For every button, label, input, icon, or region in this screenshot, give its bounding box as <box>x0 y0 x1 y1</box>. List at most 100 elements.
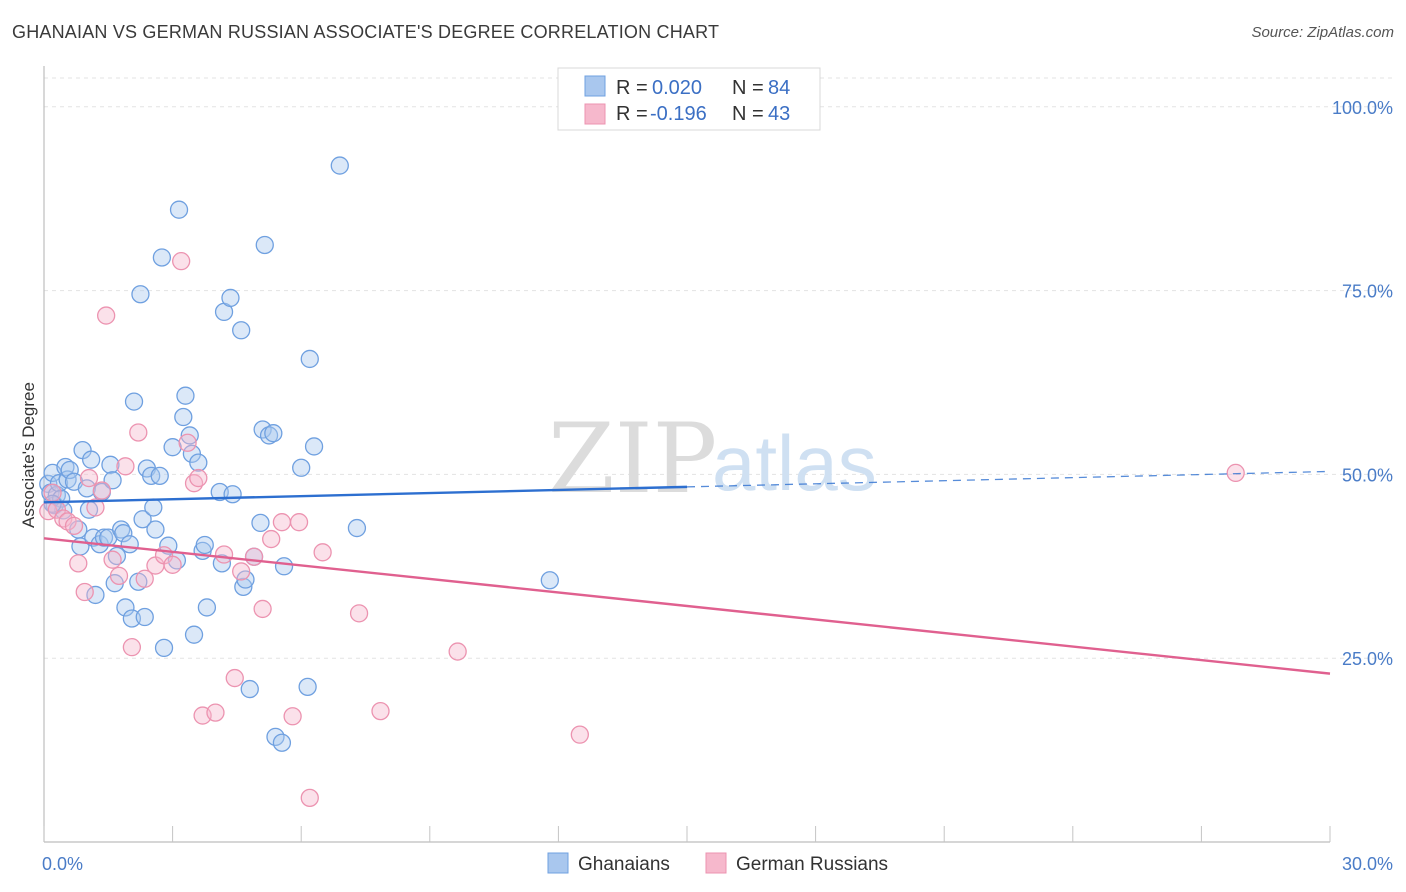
german-russian-point <box>69 554 88 573</box>
legend-n-value: 84 <box>768 77 790 99</box>
german-russian-point <box>109 566 129 585</box>
ghanaian-point <box>195 535 214 555</box>
bottom-legend-swatch-ghanaians <box>547 852 569 874</box>
bottom-legend-label-german-russians: German Russians <box>736 854 888 875</box>
german-russian-point <box>262 529 281 549</box>
ghanaian-point <box>86 585 105 605</box>
ghanaian-point <box>189 453 208 472</box>
y-tick-labels: 25.0% 50.0% 75.0% 100.0% <box>1332 98 1393 669</box>
watermark-atlas: atlas <box>712 419 877 507</box>
ghanaian-point <box>84 528 103 547</box>
ghanaian-trend-extension <box>686 470 1331 488</box>
german-russian-point <box>79 468 99 488</box>
watermark: ZIP atlas <box>548 403 877 515</box>
german-russian-point <box>371 701 390 721</box>
ghanaian-point <box>272 733 292 752</box>
german-russian-point <box>206 703 225 722</box>
correlation-legend: R = 0.020 N = 84 R = -0.196 N = 43 <box>557 67 821 131</box>
ghanaian-point <box>234 577 253 597</box>
german-russian-point <box>97 306 116 325</box>
german-russian-trend-line <box>43 537 1331 675</box>
ghanaian-point <box>133 510 152 529</box>
ghanaian-point <box>82 450 101 469</box>
ghanaian-point <box>154 638 174 658</box>
german-russian-point <box>129 423 148 442</box>
ghanaian-point <box>120 535 139 554</box>
axes <box>43 66 1331 843</box>
ghanaian-point <box>180 426 199 445</box>
ghanaian-point <box>264 424 283 443</box>
y-axis-label: Associate's Degree <box>19 382 38 528</box>
ghanaian-point <box>347 518 367 538</box>
legend-r-value: 0.020 <box>652 77 702 99</box>
x-tick-label: 30.0% <box>1342 854 1393 874</box>
ghanaian-point <box>152 248 172 267</box>
ghanaian-point <box>240 679 259 699</box>
german-russian-point <box>349 604 369 623</box>
legend-r-label: R = <box>616 77 648 99</box>
german-russian-point <box>163 555 182 574</box>
german-russian-point <box>570 725 589 744</box>
german-russian-point <box>289 513 309 532</box>
ghanaian-point <box>124 392 144 411</box>
x-tick-label: 0.0% <box>42 854 83 874</box>
german-russian-point <box>178 433 197 452</box>
ghanaian-point <box>298 677 317 697</box>
german-russian-point <box>232 562 251 581</box>
ghanaian-point <box>274 557 294 576</box>
ghanaian-point <box>232 321 251 340</box>
german-russian-point <box>86 498 105 517</box>
german-russian-point <box>244 547 264 566</box>
x-tick-labels: 0.0% 30.0% <box>42 854 1393 874</box>
ghanaian-point <box>144 498 163 517</box>
source-label: Source: ZipAtlas.com <box>1251 24 1394 41</box>
series-legend: Ghanaians German Russians <box>547 852 888 875</box>
ghanaian-point <box>169 200 189 219</box>
ghanaian-point <box>184 625 204 644</box>
bottom-legend-swatch-german-russians <box>705 852 727 874</box>
ghanaian-point <box>163 438 182 457</box>
ghanaian-point <box>101 455 120 474</box>
german-russian-point <box>272 513 292 532</box>
ghanaian-point <box>223 485 242 504</box>
german-russian-point <box>103 550 122 569</box>
german-russian-point <box>283 707 302 726</box>
ghanaian-point <box>300 349 319 369</box>
data-points <box>39 156 1245 808</box>
ghanaian-trend-line <box>43 485 688 504</box>
ghanaian-point <box>197 598 217 617</box>
watermark-zip: ZIP <box>548 403 717 515</box>
german-russian-point <box>122 638 142 657</box>
german-russian-point <box>300 788 319 808</box>
german-russian-point <box>214 545 234 564</box>
german-russian-point <box>1226 463 1245 483</box>
german-russian-point <box>92 481 112 500</box>
german-russian-point <box>172 252 191 271</box>
legend-r-value: -0.196 <box>650 103 707 125</box>
ghanaian-point <box>251 513 270 533</box>
german-russian-point <box>116 457 135 476</box>
ghanaian-point <box>94 528 114 547</box>
german-russian-point <box>253 599 272 619</box>
ghanaian-point <box>255 235 274 255</box>
legend-swatch-ghanaians <box>584 75 606 97</box>
ghanaian-point <box>330 156 349 175</box>
y-tick-label: 75.0% <box>1342 282 1393 302</box>
ghanaian-point <box>146 520 165 539</box>
ghanaian-point <box>292 458 311 477</box>
ghanaian-point <box>116 598 135 617</box>
ghanaian-point <box>221 288 240 308</box>
ghanaian-point <box>114 524 133 543</box>
ghanaian-point <box>60 460 79 480</box>
legend-n-label: N = <box>732 103 764 125</box>
legend-n-value: 43 <box>768 103 790 125</box>
ghanaian-point <box>131 285 150 304</box>
legend-swatch-german-russians <box>584 103 606 125</box>
german-russian-point <box>43 483 62 502</box>
ghanaian-point <box>176 386 195 405</box>
german-russian-point <box>135 569 154 588</box>
y-tick-label: 50.0% <box>1342 465 1393 485</box>
german-russian-point <box>313 543 332 562</box>
german-russian-point <box>64 516 84 535</box>
